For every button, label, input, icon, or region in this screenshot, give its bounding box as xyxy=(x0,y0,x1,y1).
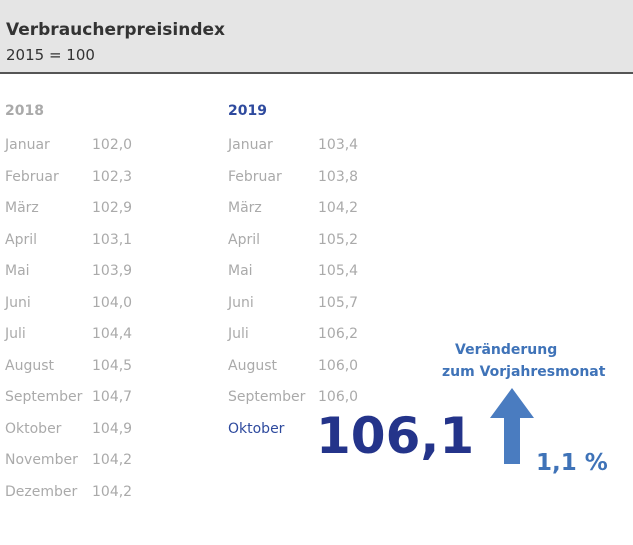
month: September xyxy=(5,389,83,405)
month: Oktober xyxy=(5,420,62,437)
year: 2018 xyxy=(5,103,44,119)
month: Februar xyxy=(228,168,282,185)
value: 104,2 xyxy=(92,452,133,468)
month: Januar xyxy=(5,137,50,153)
value: 104,2 xyxy=(92,483,133,500)
month: Januar xyxy=(228,137,273,153)
value: 105,7 xyxy=(318,294,359,311)
value: 106,0 xyxy=(318,389,359,405)
value: 103,4 xyxy=(318,137,359,153)
value: 103,9 xyxy=(92,263,133,279)
change-value: 1,1 % xyxy=(536,450,608,476)
month: Mai xyxy=(5,263,30,279)
month: Juli xyxy=(228,326,249,342)
value: 105,4 xyxy=(318,263,359,279)
month: März xyxy=(228,200,262,216)
month: Dezember xyxy=(5,483,78,500)
month: August xyxy=(5,357,54,374)
change-label: Veränderung xyxy=(455,342,558,358)
month: August xyxy=(228,357,277,374)
value: 103,1 xyxy=(92,231,133,248)
value: 104,4 xyxy=(92,326,133,342)
value: 104,7 xyxy=(92,389,133,405)
current-value: 106,1 xyxy=(316,407,475,465)
month: Februar xyxy=(5,168,59,185)
month: April xyxy=(228,231,260,248)
value: 102,9 xyxy=(92,200,133,216)
value: 104,5 xyxy=(92,357,133,374)
month: November xyxy=(5,452,78,468)
value: 106,0 xyxy=(318,357,359,374)
value: 104,9 xyxy=(92,420,133,437)
arrow xyxy=(490,388,534,464)
month: Mai xyxy=(228,263,253,279)
month: Juni xyxy=(228,294,254,311)
month: März xyxy=(5,200,39,216)
value: 103,8 xyxy=(318,168,359,185)
header xyxy=(0,0,633,74)
current-month: Oktober xyxy=(228,420,285,437)
change-label: zum Vorjahresmonat xyxy=(442,364,606,380)
title: Verbraucherpreisindex xyxy=(6,20,225,40)
value: 104,0 xyxy=(92,294,133,311)
value: 105,2 xyxy=(318,231,359,248)
value: 106,2 xyxy=(318,326,359,342)
value: 102,3 xyxy=(92,168,133,185)
month: September xyxy=(228,389,306,405)
month: April xyxy=(5,231,37,248)
year: 2019 xyxy=(228,103,267,119)
value: 102,0 xyxy=(92,137,133,153)
arrow-shape xyxy=(490,388,534,464)
month: Juli xyxy=(5,326,26,342)
subtitle: 2015 = 100 xyxy=(6,46,95,64)
value: 104,2 xyxy=(318,200,359,216)
month: Juni xyxy=(5,294,31,311)
